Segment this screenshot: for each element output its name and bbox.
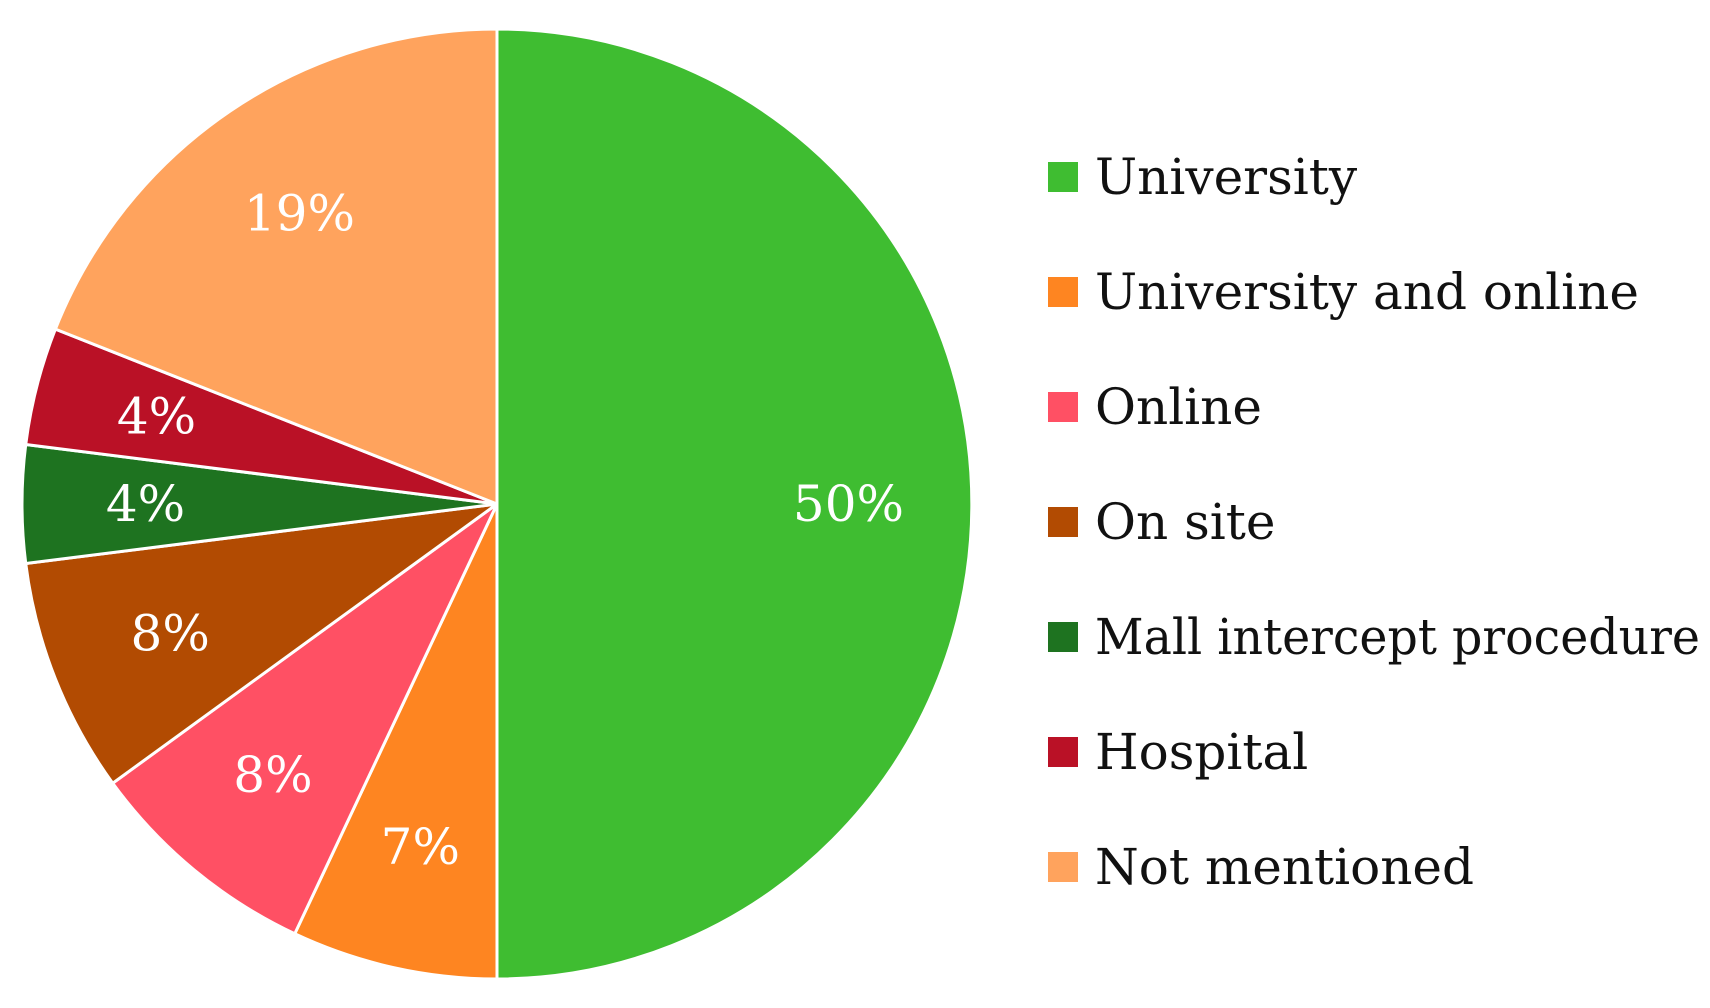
legend-swatch-university-and-online — [1048, 277, 1078, 307]
legend-label-not-mentioned: Not mentioned — [1095, 838, 1474, 896]
pie-slice-labels: 50% 7% 8% 8% 4% 4% 19% — [106, 184, 904, 876]
legend-item-on-site: On site — [1048, 493, 1275, 551]
legend-label-university-and-online: University and online — [1095, 263, 1639, 321]
pie-slice-online — [111, 502, 499, 936]
pie-slice-university — [495, 27, 974, 981]
legend-item-university-and-online: University and online — [1048, 263, 1639, 321]
slice-label-not-mentioned: 19% — [244, 184, 355, 242]
legend-item-university: University — [1048, 148, 1358, 206]
legend-label-on-site: On site — [1095, 493, 1275, 551]
legend: University University and online Online On … — [1048, 148, 1700, 896]
slice-label-university: 50% — [793, 475, 904, 533]
legend-label-hospital: Hospital — [1095, 723, 1308, 781]
legend-swatch-not-mentioned — [1048, 852, 1078, 882]
legend-item-online: Online — [1048, 378, 1262, 436]
legend-swatch-hospital — [1048, 737, 1078, 767]
pie-slices — [20, 27, 974, 981]
legend-item-mall-intercept-procedure: Mall intercept procedure — [1048, 608, 1700, 666]
pie-slice-on-site — [24, 502, 499, 785]
legend-swatch-on-site — [1048, 507, 1078, 537]
legend-swatch-university — [1048, 162, 1078, 192]
slice-label-mall-intercept-procedure: 4% — [106, 475, 185, 533]
pie-slice-not-mentioned — [53, 27, 499, 506]
legend-label-mall-intercept-procedure: Mall intercept procedure — [1095, 608, 1700, 666]
slice-label-hospital: 4% — [117, 388, 196, 446]
legend-label-university: University — [1095, 148, 1358, 206]
slice-label-university-and-online: 7% — [381, 818, 460, 876]
slice-label-on-site: 8% — [131, 604, 210, 662]
legend-swatch-mall-intercept-procedure — [1048, 622, 1078, 652]
pie-slice-university-and-online — [293, 502, 499, 981]
legend-label-online: Online — [1095, 378, 1262, 436]
legend-item-hospital: Hospital — [1048, 723, 1308, 781]
legend-swatch-online — [1048, 392, 1078, 422]
legend-item-not-mentioned: Not mentioned — [1048, 838, 1474, 896]
slice-label-online: 8% — [233, 746, 312, 804]
